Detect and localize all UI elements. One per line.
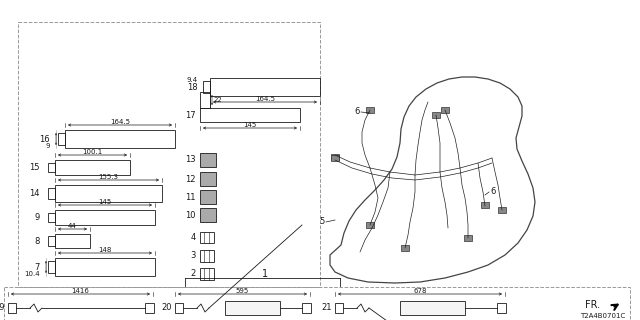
Bar	[481, 202, 489, 208]
Text: 6: 6	[355, 108, 360, 116]
Bar	[400, 301, 465, 315]
Text: 3: 3	[191, 252, 196, 260]
Bar	[335, 303, 343, 313]
Bar	[464, 235, 472, 241]
Text: 100.1: 100.1	[83, 149, 102, 155]
Text: T2A4B0701C: T2A4B0701C	[580, 313, 625, 319]
Text: 11: 11	[186, 193, 196, 202]
Text: 5: 5	[320, 218, 325, 227]
Bar	[200, 268, 214, 280]
Text: 21: 21	[321, 303, 332, 313]
Bar	[497, 303, 506, 313]
Bar	[48, 236, 55, 245]
Text: 595: 595	[236, 288, 249, 294]
Bar	[58, 133, 65, 145]
Bar	[210, 78, 320, 96]
Bar	[48, 212, 55, 222]
Bar	[302, 303, 311, 313]
Text: 9.4: 9.4	[187, 77, 198, 83]
Bar	[48, 163, 55, 172]
Bar	[432, 112, 440, 118]
Text: 155.3: 155.3	[99, 174, 118, 180]
Bar	[55, 234, 90, 248]
Bar	[200, 92, 210, 108]
Bar	[200, 250, 214, 262]
Text: 164.5: 164.5	[110, 119, 130, 125]
Bar	[401, 245, 409, 251]
Bar	[145, 303, 154, 313]
Bar	[55, 185, 162, 202]
Text: 10.4: 10.4	[24, 271, 40, 277]
Text: 17: 17	[186, 110, 196, 119]
Text: 10: 10	[186, 211, 196, 220]
Text: FR.: FR.	[585, 300, 600, 310]
Bar	[55, 258, 155, 276]
Text: 7: 7	[35, 262, 40, 271]
Bar	[200, 190, 216, 204]
Bar	[200, 232, 214, 243]
Bar	[331, 154, 339, 160]
Text: 15: 15	[29, 163, 40, 172]
Bar	[48, 188, 55, 199]
Text: 14: 14	[29, 189, 40, 198]
Text: 9: 9	[45, 143, 50, 149]
Text: 164.5: 164.5	[255, 96, 275, 102]
Bar	[48, 261, 55, 273]
Text: 12: 12	[186, 174, 196, 183]
Text: 9: 9	[35, 213, 40, 222]
Text: 22: 22	[214, 97, 223, 103]
Text: 1416: 1416	[72, 288, 90, 294]
Text: 16: 16	[40, 134, 50, 143]
Text: 148: 148	[99, 247, 112, 253]
Bar	[331, 155, 339, 161]
Bar	[200, 172, 216, 186]
Bar	[200, 208, 216, 222]
Bar	[200, 108, 300, 122]
Bar	[55, 210, 155, 225]
Text: 6: 6	[490, 188, 495, 196]
Text: 145: 145	[99, 199, 111, 205]
Bar	[175, 303, 183, 313]
Bar	[441, 107, 449, 113]
Text: 2: 2	[191, 269, 196, 278]
Text: 13: 13	[186, 156, 196, 164]
Bar	[55, 160, 130, 175]
Text: 20: 20	[161, 303, 172, 313]
Text: 4: 4	[191, 233, 196, 242]
Bar	[225, 301, 280, 315]
Text: 678: 678	[413, 288, 427, 294]
Text: 1: 1	[262, 269, 268, 279]
Text: 145: 145	[243, 122, 257, 128]
Bar	[8, 303, 16, 313]
Bar	[498, 207, 506, 213]
Text: 44: 44	[68, 223, 77, 229]
Text: 18: 18	[188, 83, 198, 92]
Bar	[203, 81, 210, 93]
Text: 8: 8	[35, 236, 40, 245]
Bar	[200, 153, 216, 167]
Bar	[366, 107, 374, 113]
Bar	[65, 130, 175, 148]
Text: 19: 19	[0, 303, 5, 313]
Bar	[366, 222, 374, 228]
